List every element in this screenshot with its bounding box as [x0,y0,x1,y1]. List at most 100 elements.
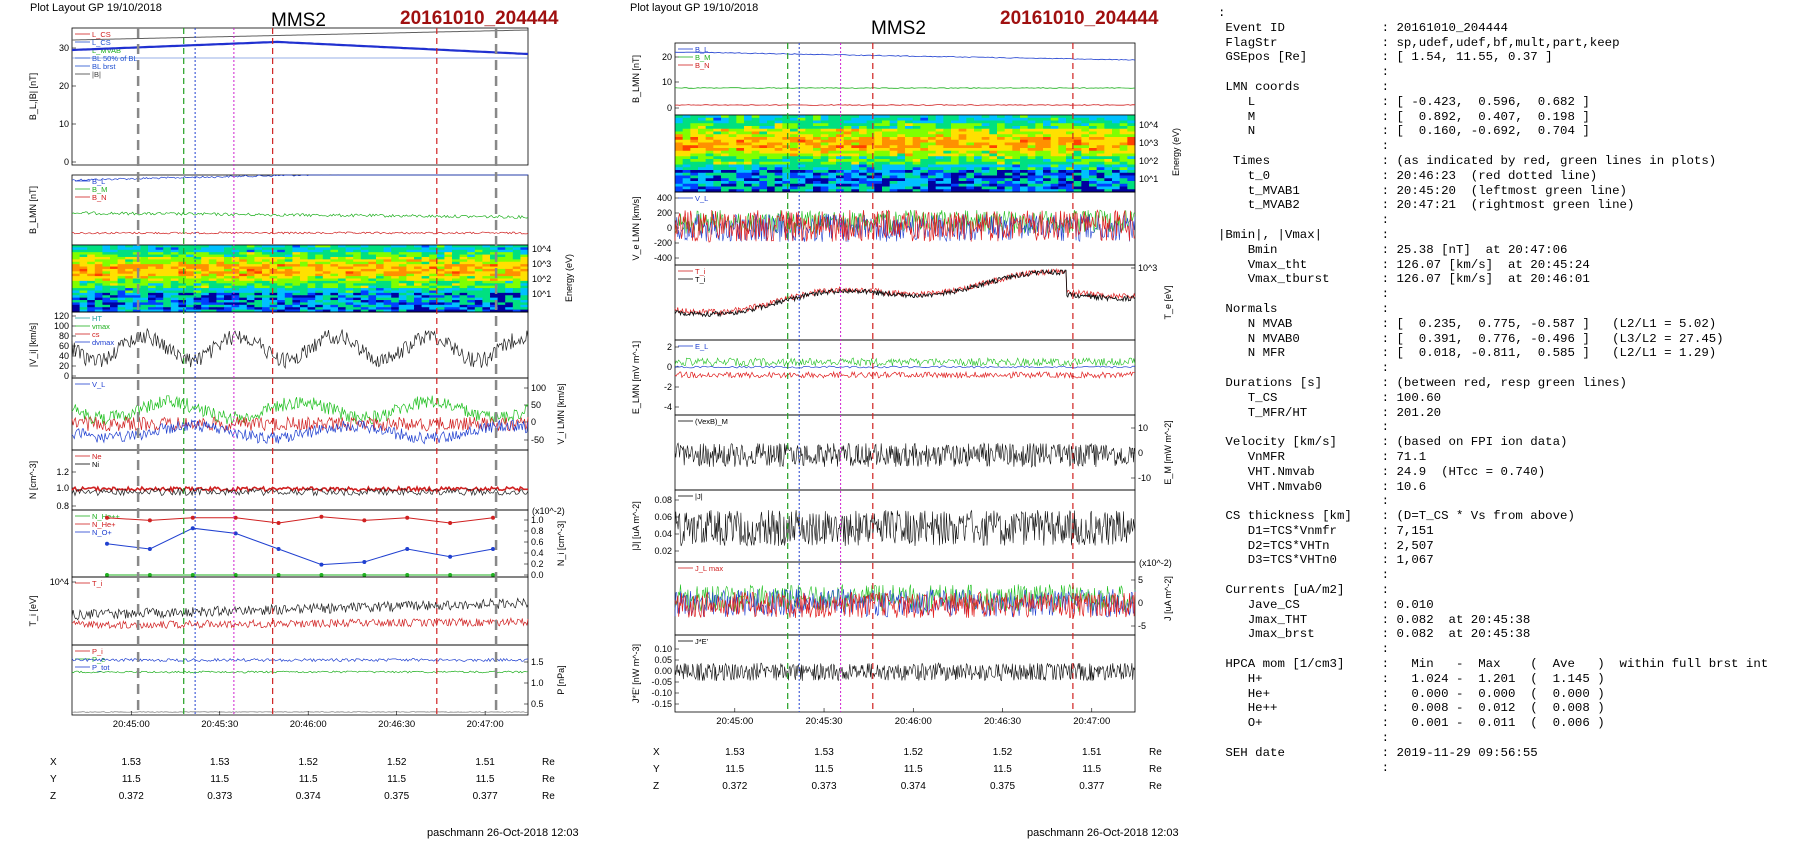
spectrogram-cell [436,264,445,268]
spectrogram-cell [1066,178,1075,182]
spectrogram-cell [292,245,301,248]
spectrogram-cell [966,145,975,149]
spectrogram-cell [467,285,476,289]
spectrogram-cell [859,161,868,165]
spectrogram-cell [1112,186,1121,190]
spectrogram-cell [859,134,868,138]
spectrogram-cell [997,186,1006,190]
spectrogram-cell [178,276,187,279]
spectrogram-cell [193,276,202,279]
spectrogram-cell [805,189,814,193]
spectrogram-cell [429,278,438,282]
spectrogram-cell [360,273,369,277]
spectrogram-cell [805,159,814,163]
spectrogram-cell [444,247,453,251]
spectrogram-cell [512,300,521,303]
spectrogram-cell [721,153,730,157]
info-line: : [1218,494,1390,509]
spectrogram-cell [467,271,476,275]
spectrogram-cell [767,123,776,127]
spectrogram-cell [140,297,149,301]
spectrogram-cell [981,150,990,154]
spectrogram-cell [843,183,852,187]
position-value: 1.53 [814,747,834,758]
spectrogram-cell [117,309,126,313]
spectrogram-cell [836,156,845,160]
spectrogram-cell [820,175,829,179]
spectrogram-cell [920,139,929,143]
spectrogram-cell [1043,175,1052,179]
spectrogram-cell [989,159,998,163]
spectrogram-cell [1119,153,1128,157]
spectrogram-cell [912,150,921,154]
spectrogram-cell [512,295,521,299]
spectrogram-cell [1073,120,1082,124]
spectrogram-cell [254,259,263,263]
spectrogram-cell [958,128,967,132]
spectrogram-cell [512,280,521,284]
spectrogram-cell [269,290,278,294]
left-footer: paschmann 26-Oct-2018 12:03 [427,827,579,839]
spectrogram-cell [790,175,799,179]
spectrogram-cell [897,186,906,190]
spectrogram-cell [262,271,271,275]
spectrogram-cell [125,245,134,248]
spectrogram-cell [1058,123,1067,127]
spectrogram-cell [721,128,730,132]
spectrogram-cell [262,259,271,263]
spectrogram-cell [1112,123,1121,127]
spectrogram-cell [216,283,225,287]
spectrogram-cell [368,285,377,289]
spectrogram-cell [851,126,860,130]
spectrogram-cell [102,254,111,258]
spectrogram-cell [928,120,937,124]
spectrogram-cell [254,302,263,306]
spectrogram-cell [751,159,760,163]
spectrogram-cell [277,266,286,270]
spectrogram-cell [368,266,377,270]
spectrogram-cell [72,302,81,306]
spectrogram-cell [874,172,883,176]
spectrogram-cell [307,256,316,260]
spectrogram-cell [928,159,937,163]
spectrogram-cell [102,252,111,256]
spectrogram-cell [759,145,768,149]
spectrogram-cell [338,300,347,303]
spectrogram-cell [675,178,684,182]
spectrogram-cell [1112,189,1121,193]
spectrogram-cell [889,145,898,149]
spectrogram-cell [360,259,369,263]
spectrogram-cell [805,115,814,119]
spectrogram-cell [928,139,937,143]
spectrogram-cell [805,164,814,168]
spectrogram-cell [94,300,103,303]
spectrogram-cell [110,300,119,303]
spectrogram-cell [1020,164,1029,168]
spectrogram-cell [866,148,875,152]
spectrogram-cell [935,167,944,171]
spectrogram-cell [790,131,799,135]
b-total-series [72,29,529,41]
spectrogram-cell [125,266,134,270]
spectrogram-cell [974,159,983,163]
spectrogram-cell [1104,145,1113,149]
spectrogram-cell [148,285,157,289]
spectrogram-cell [338,283,347,287]
legend-entry: BL 50% of BL [92,54,138,63]
spectrogram-cell [163,278,172,282]
spectrogram-cell [163,288,172,291]
spectrogram-cell [974,172,983,176]
spectrogram-cell [193,307,202,311]
spectrogram-cell [178,297,187,301]
spectrogram-cell [482,268,491,272]
spectrogram-cell [1058,161,1067,165]
x-tick-label: 20:45:00 [716,716,753,727]
spectrogram-cell [262,276,271,279]
spectrogram-cell [690,159,699,163]
spectrogram-cell [828,128,837,132]
spectrogram-cell [322,285,331,289]
spectrogram-cell [1112,139,1121,143]
spectrogram-cell [102,304,111,308]
spectrogram-cell [155,252,164,256]
spectrogram-cell [966,161,975,165]
